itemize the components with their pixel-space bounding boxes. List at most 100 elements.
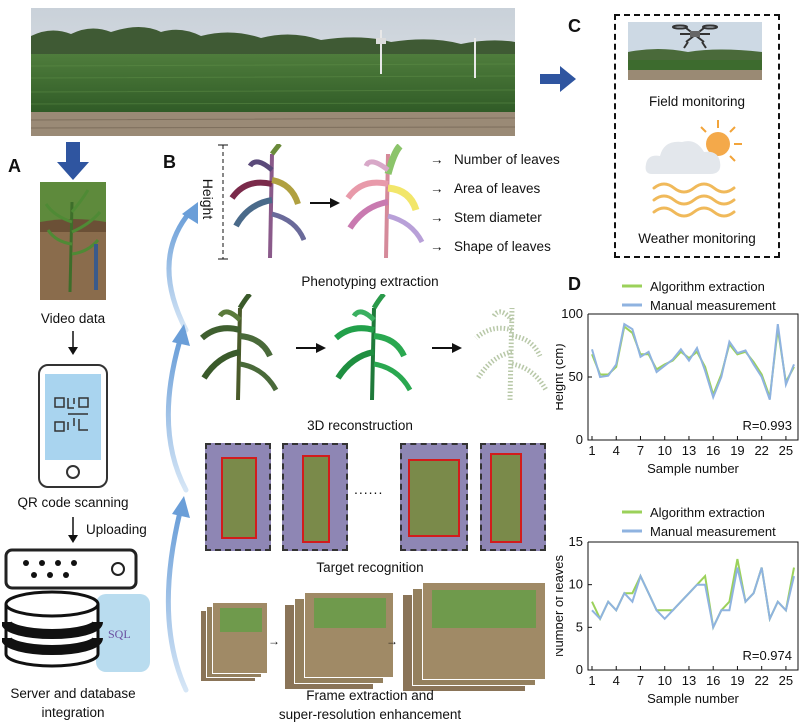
frame-stack-large: [402, 582, 546, 692]
arrow-right-small-icon: [432, 343, 462, 353]
bounding-box: [408, 459, 460, 537]
x-axis-label: Sample number: [647, 691, 739, 706]
arrow-right-small-icon: [296, 343, 326, 353]
arrow-right-small-icon: →: [430, 152, 444, 167]
arrow-right-small-icon: [310, 198, 340, 208]
y-tick-label: 0: [576, 662, 583, 677]
weather-icon: [645, 120, 742, 218]
axes-frame: [587, 313, 799, 441]
arrow-right-small-icon: →: [430, 181, 444, 196]
arrow-right-small-icon: →: [268, 634, 280, 648]
recognition-frame-1: [205, 443, 271, 551]
x-tick-label: 19: [730, 443, 744, 458]
frame-stack-small: [200, 600, 270, 682]
point-cloud-icon: [474, 307, 549, 401]
legend-label: Algorithm extraction: [650, 280, 765, 294]
field-monitoring-photo: [628, 22, 762, 80]
legend-label: Manual measurement: [650, 524, 776, 539]
correlation-label: R=0.974: [742, 648, 792, 663]
x-tick-label: 13: [682, 443, 696, 458]
smartphone-qr-icon: [38, 364, 108, 488]
arrow-right-small-icon: →: [430, 210, 444, 225]
qr-scanning-label: QR code scanning: [17, 495, 129, 510]
panel-label-a: A: [8, 156, 21, 176]
recognition-frame-3: [400, 443, 468, 551]
y-tick-label: 15: [569, 534, 583, 549]
series-line-1: [591, 558, 795, 631]
reconstruction-label: 3D reconstruction: [307, 418, 413, 433]
height-bracket-icon: [218, 144, 228, 260]
x-tick-label: 4: [613, 673, 620, 688]
plant-photo-icon: [200, 294, 279, 401]
legend-label: Manual measurement: [650, 298, 776, 313]
target-recognition-label: Target recognition: [316, 560, 424, 575]
phenotyping-extraction-label: Phenotyping extraction: [301, 274, 439, 289]
ellipsis-label: ......: [354, 481, 384, 497]
pheno-output-item: → Number of leaves: [430, 152, 560, 167]
x-tick-label: 13: [682, 673, 696, 688]
arrow-down-small-icon: [68, 517, 78, 543]
pheno-output-item: → Area of leaves: [430, 181, 540, 196]
panel-label-b: B: [163, 152, 176, 172]
plant-segmented-icon: [345, 144, 425, 259]
y-axis-label: Height (cm): [556, 343, 566, 410]
arrow-right-icon: [540, 66, 576, 92]
y-tick-label: 50: [569, 369, 583, 384]
pheno-output-item: → Stem diameter: [430, 210, 542, 225]
frame-extraction-label-line2: super-resolution enhancement: [278, 707, 462, 722]
weather-monitoring-label: Weather monitoring: [638, 231, 756, 246]
x-tick-label: 10: [657, 443, 671, 458]
server-database-icon: [2, 548, 150, 672]
legend-label: Algorithm extraction: [650, 505, 765, 520]
x-tick-label: 10: [657, 673, 671, 688]
arrow-down-icon: [57, 142, 89, 180]
y-tick-label: 0: [576, 432, 583, 447]
curved-arrows-icon: [165, 202, 198, 693]
panel-label-c: C: [568, 16, 581, 36]
x-tick-label: 4: [613, 443, 620, 458]
series-line-2: [591, 322, 795, 401]
server-db-label-line2: integration: [41, 705, 105, 720]
pheno-output-label: Shape of leaves: [454, 239, 551, 254]
field-photo: [31, 8, 515, 136]
bounding-box: [490, 453, 522, 543]
monitoring-box: [614, 14, 780, 258]
arrow-down-small-icon: [68, 331, 78, 355]
plant-colored-icon: [229, 144, 306, 259]
charts-svg: Algorithm extraction Manual measurement 0 5…: [556, 280, 799, 706]
pheno-output-item: → Shape of leaves: [430, 239, 551, 254]
x-tick-label: 22: [754, 443, 768, 458]
x-tick-label: 25: [779, 673, 793, 688]
panel-label-d: D: [568, 274, 581, 294]
video-data-label: Video data: [40, 311, 106, 326]
uploading-label: Uploading: [86, 522, 147, 537]
pheno-output-label: Number of leaves: [454, 152, 560, 167]
sql-label: SQL: [108, 627, 131, 641]
x-tick-label: 25: [779, 443, 793, 458]
x-tick-label: 22: [754, 673, 768, 688]
arrow-right-small-icon: →: [430, 239, 444, 254]
x-tick-label: 16: [706, 673, 720, 688]
server-db-label-line1: Server and database: [10, 686, 136, 701]
x-tick-label: 19: [730, 673, 744, 688]
pheno-output-label: Stem diameter: [454, 210, 542, 225]
series-line-2: [591, 567, 795, 631]
recognition-frame-2: [282, 443, 348, 551]
x-tick-label: 1: [588, 673, 595, 688]
x-tick-label: 1: [588, 443, 595, 458]
x-axis-label: Sample number: [647, 461, 739, 476]
frame-stack-medium: [284, 590, 396, 690]
bounding-box: [302, 455, 330, 543]
video-data-photo: [40, 182, 106, 300]
arrow-right-small-icon: →: [386, 634, 398, 648]
y-tick-label: 10: [569, 577, 583, 592]
y-tick-label: 5: [576, 619, 583, 634]
height-label: Height: [200, 178, 216, 220]
plant-green-model-icon: [334, 294, 413, 401]
recognition-frame-4: [480, 443, 546, 551]
y-axis-label: Number of leaves: [556, 555, 566, 657]
x-tick-label: 7: [637, 443, 644, 458]
correlation-label: R=0.993: [742, 418, 792, 433]
x-tick-label: 7: [637, 673, 644, 688]
x-tick-label: 16: [706, 443, 720, 458]
